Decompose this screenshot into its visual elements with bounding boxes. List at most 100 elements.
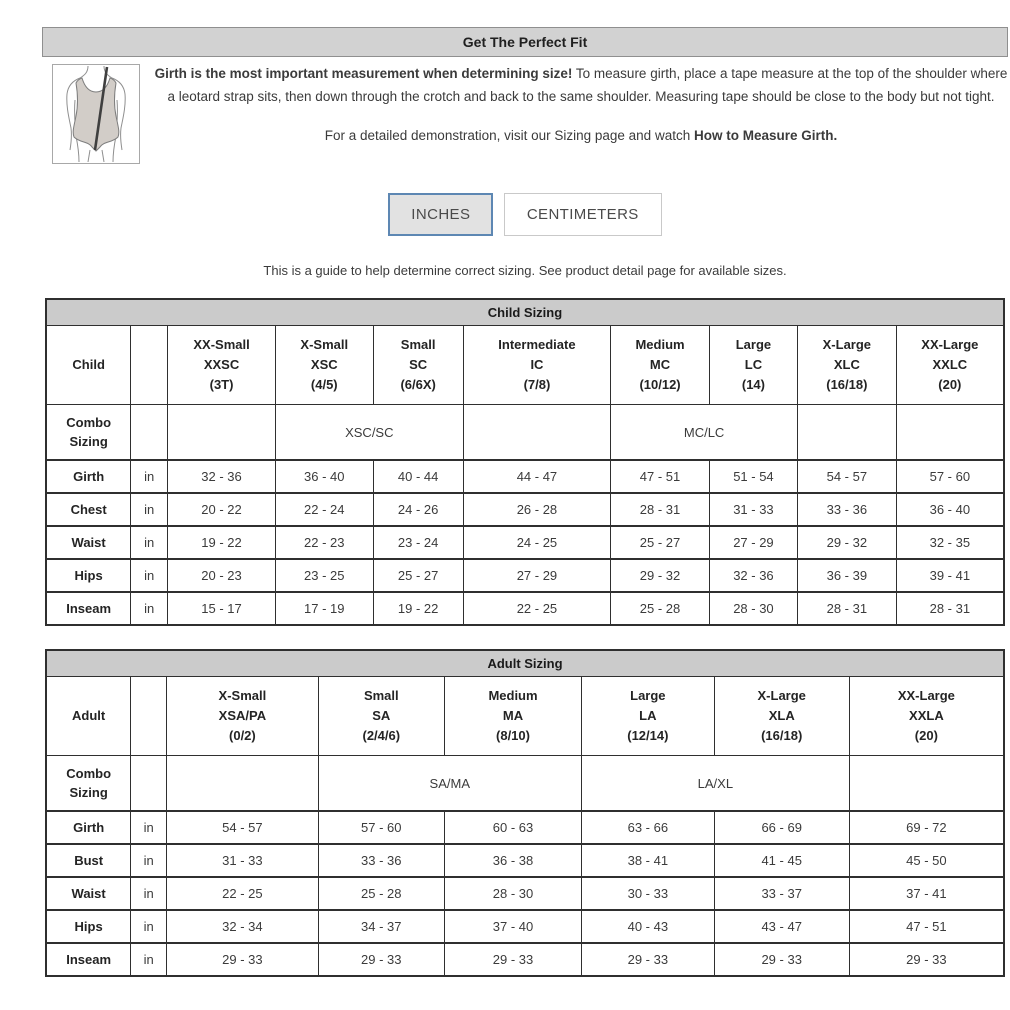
measurement-value-cell: 57 - 60	[895, 458, 1005, 494]
measurement-value-cell: 22 - 24	[274, 491, 374, 527]
size-name: X-Large	[757, 687, 806, 703]
measurement-value-cell: 32 - 34	[166, 908, 319, 944]
combo-cell	[797, 404, 897, 461]
adult-sizing-table: Adult Sizing Adult X-Small XSA/PA (0/2) Small…	[45, 648, 1005, 977]
row-label: Bust	[45, 842, 132, 878]
size-header-cell: X-Small XSA/PA (0/2)	[166, 675, 319, 757]
row-label: Waist	[45, 524, 132, 560]
measurement-value-cell: 29 - 33	[166, 941, 319, 977]
row-group-label: Adult	[45, 675, 132, 757]
measurement-value-cell: 36 - 38	[444, 842, 582, 878]
measurement-value-cell: 28 - 30	[444, 875, 582, 911]
inches-button[interactable]: INCHES	[388, 193, 494, 236]
table-title-row: Child Sizing	[45, 298, 1005, 326]
measurement-value-cell: 25 - 28	[610, 590, 710, 626]
size-name: Large	[735, 337, 772, 352]
row-label: Inseam	[45, 590, 132, 626]
size-name: XX-Small	[193, 337, 250, 352]
measurement-value-cell: 20 - 22	[167, 491, 276, 527]
girth-instructions-bold: Girth is the most important measurement …	[154, 66, 573, 81]
measurement-value-cell: 30 - 33	[581, 875, 715, 911]
measurement-value-cell: 23 - 24	[372, 524, 464, 560]
table-title: Adult Sizing	[45, 649, 1005, 677]
measurement-value-cell: 37 - 41	[848, 875, 1005, 911]
measurement-value-cell: 26 - 28	[462, 491, 612, 527]
unit-column-header	[130, 324, 169, 406]
intro-text: Girth is the most important measurement …	[140, 63, 1008, 164]
size-header-row: Adult X-Small XSA/PA (0/2) Small SA (2/4/6) Med…	[45, 675, 1005, 757]
measurement-value-cell: 27 - 29	[708, 524, 799, 560]
measurement-row: Inseam in 15 - 17 17 - 19 19 - 22 22 - 25 25 -…	[45, 590, 1005, 626]
page: Get The Perfect Fit	[42, 27, 1008, 977]
size-name: Medium	[635, 337, 685, 352]
combo-cell	[848, 755, 1005, 812]
measurement-value-cell: 29 - 33	[444, 941, 582, 977]
row-label: Hips	[45, 908, 132, 944]
size-header-cell: Large LA (12/14)	[581, 675, 715, 757]
unit-cell: in	[130, 590, 169, 626]
measurement-value-cell: 29 - 32	[610, 557, 710, 593]
measurement-value-cell: 54 - 57	[797, 458, 897, 494]
measurement-value-cell: 25 - 27	[372, 557, 464, 593]
row-label: Chest	[45, 491, 132, 527]
sizing-note: This is a guide to help determine correc…	[263, 263, 787, 278]
measurement-value-cell: 25 - 28	[317, 875, 446, 911]
measurement-value-cell: 36 - 40	[895, 491, 1005, 527]
measurement-value-cell: 33 - 37	[713, 875, 850, 911]
combo-cell	[462, 404, 612, 461]
measurement-value-cell: 32 - 36	[708, 557, 799, 593]
size-num: (7/8)	[523, 377, 551, 393]
measurement-value-cell: 19 - 22	[372, 590, 464, 626]
size-num: (8/10)	[496, 728, 530, 744]
unit-toggle: INCHES CENTIMETERS	[42, 193, 1008, 236]
size-header-cell: Large LC (14)	[708, 324, 799, 406]
size-num: (4/5)	[310, 377, 338, 393]
combo-cell: LA/XL	[581, 755, 850, 812]
measurement-value-cell: 43 - 47	[713, 908, 850, 944]
demo-instructions-text: For a detailed demonstration, visit our …	[324, 127, 694, 143]
combo-cell	[167, 404, 276, 461]
measurement-value-cell: 39 - 41	[895, 557, 1005, 593]
size-name: Small	[363, 687, 399, 703]
measurement-value-cell: 33 - 36	[797, 491, 897, 527]
measurement-row: Girth in 54 - 57 57 - 60 60 - 63 63 - 66 66 - …	[45, 809, 1005, 845]
measurement-value-cell: 51 - 54	[708, 458, 799, 494]
leotard-shape	[72, 77, 120, 152]
measurement-value-cell: 32 - 36	[167, 458, 276, 494]
combo-cell	[895, 404, 1005, 461]
table-title: Child Sizing	[45, 298, 1005, 326]
size-code: XSC	[310, 357, 338, 373]
combo-cell: SA/MA	[317, 755, 583, 812]
measurement-value-cell: 22 - 25	[462, 590, 612, 626]
size-header-cell: Small SC (6/6X)	[372, 324, 464, 406]
measurement-value-cell: 31 - 33	[708, 491, 799, 527]
unit-cell: in	[130, 557, 169, 593]
size-header-cell: Medium MA (8/10)	[444, 675, 582, 757]
fit-guide-header: Get The Perfect Fit	[42, 27, 1008, 57]
unit-cell: in	[130, 809, 168, 845]
combo-cell: XSC/SC	[274, 404, 464, 461]
measurement-row: Girth in 32 - 36 36 - 40 40 - 44 44 - 47 47 - …	[45, 458, 1005, 494]
measurement-value-cell: 66 - 69	[713, 809, 850, 845]
size-num: (20)	[914, 728, 938, 744]
unit-cell	[130, 755, 168, 812]
size-name: XX-Large	[921, 337, 979, 352]
size-num: (12/14)	[627, 728, 669, 744]
girth-measurement-figure	[52, 64, 140, 164]
size-num: (6/6X)	[400, 377, 436, 393]
size-name: X-Large	[822, 337, 872, 352]
centimeters-button[interactable]: CENTIMETERS	[503, 193, 662, 236]
measurement-row: Hips in 32 - 34 34 - 37 37 - 40 40 - 43 43 - 4…	[45, 908, 1005, 944]
measurement-value-cell: 28 - 30	[708, 590, 799, 626]
measurement-value-cell: 40 - 44	[372, 458, 464, 494]
size-name: XX-Large	[897, 687, 955, 703]
size-name: Medium	[488, 687, 538, 703]
measurement-value-cell: 24 - 26	[372, 491, 464, 527]
measurement-value-cell: 29 - 33	[848, 941, 1005, 977]
unit-cell: in	[130, 908, 168, 944]
row-label: Inseam	[45, 941, 132, 977]
size-header-cell: X-Small XSC (4/5)	[274, 324, 374, 406]
measurement-value-cell: 69 - 72	[848, 809, 1005, 845]
measurement-value-cell: 34 - 37	[317, 908, 446, 944]
measurement-value-cell: 28 - 31	[797, 590, 897, 626]
